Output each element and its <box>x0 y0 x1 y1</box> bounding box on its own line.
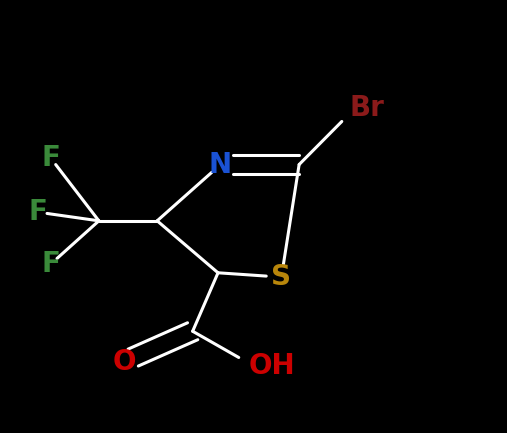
Text: F: F <box>28 198 48 226</box>
Text: O: O <box>113 348 136 375</box>
Text: N: N <box>209 151 232 178</box>
Text: S: S <box>271 263 292 291</box>
Text: Br: Br <box>350 94 385 122</box>
Text: F: F <box>41 250 60 278</box>
Text: OH: OH <box>248 352 295 380</box>
Text: F: F <box>41 144 60 172</box>
